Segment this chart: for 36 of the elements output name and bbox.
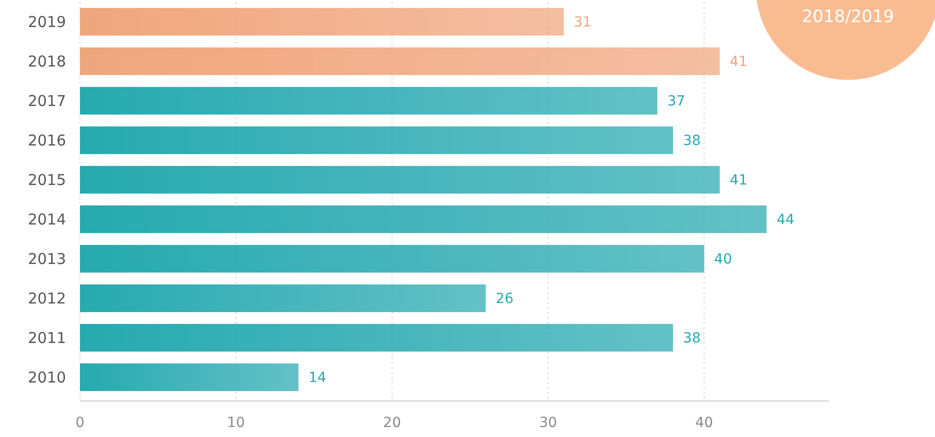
y-tick-label: 2017 xyxy=(28,92,66,110)
y-tick-label: 2016 xyxy=(28,132,66,150)
bar xyxy=(80,8,564,36)
y-tick-label: 2012 xyxy=(28,290,66,308)
y-tick-label: 2014 xyxy=(28,210,66,228)
bar xyxy=(80,166,720,194)
data-label: 44 xyxy=(776,212,794,228)
y-tick-label: 2011 xyxy=(28,329,66,347)
y-tick-label: 2018 xyxy=(28,52,66,70)
data-label: 14 xyxy=(308,370,326,386)
y-tick-label: 2015 xyxy=(28,171,66,189)
y-tick-label: 2019 xyxy=(28,13,66,31)
x-tick-label: 0 xyxy=(76,415,84,431)
y-tick-label: 2010 xyxy=(28,368,66,386)
x-tick-label: 20 xyxy=(383,415,401,431)
data-label: 26 xyxy=(496,291,514,308)
data-label: 41 xyxy=(730,172,748,189)
x-tick-label: 30 xyxy=(539,415,558,431)
data-label: 31 xyxy=(574,14,592,31)
data-label: 38 xyxy=(682,330,701,347)
data-label: 37 xyxy=(667,94,686,110)
data-label: 40 xyxy=(714,252,732,268)
y-tick-label: 2013 xyxy=(28,250,66,268)
bar xyxy=(80,126,673,154)
data-label: 38 xyxy=(682,133,701,150)
bar xyxy=(80,324,673,352)
bar xyxy=(80,205,767,234)
data-label: 41 xyxy=(730,54,748,70)
bar xyxy=(80,86,658,115)
x-tick-label: 10 xyxy=(227,415,245,431)
bar xyxy=(80,244,704,273)
bar xyxy=(80,363,298,392)
annotation: 2018/2019 xyxy=(802,7,894,27)
x-tick-label: 40 xyxy=(695,415,714,431)
bar xyxy=(80,47,720,76)
bar xyxy=(80,284,486,312)
